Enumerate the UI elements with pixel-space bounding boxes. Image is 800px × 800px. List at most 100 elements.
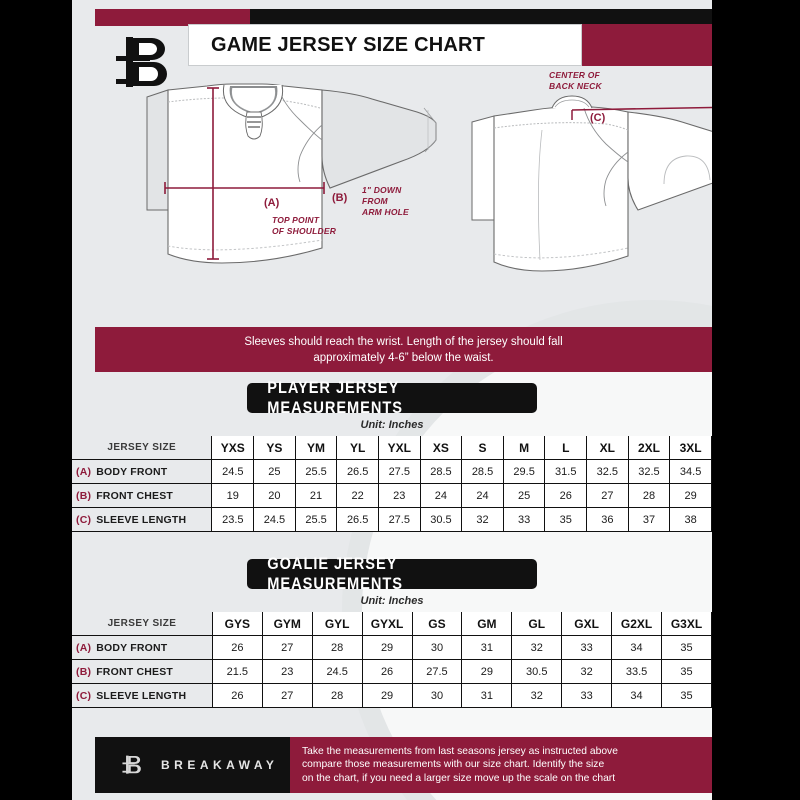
player-cell: 31.5 [544, 459, 588, 484]
goalie-size-col: G2XL [611, 612, 662, 636]
row-tag: (C) [76, 689, 92, 702]
player-cell: 34.5 [669, 459, 712, 484]
row-label-text: SLEEVE LENGTH [96, 513, 187, 526]
marker-b-note-line2: FROM [362, 196, 388, 206]
table-row: (A) BODY FRONT 24.5 25 25.5 26.5 27.5 28.… [72, 459, 712, 484]
player-cell: 28 [627, 483, 671, 508]
goalie-cell: 35 [661, 659, 712, 684]
player-cell: 25 [502, 483, 546, 508]
player-size-col: YXS [211, 436, 255, 460]
player-row-label: (A) BODY FRONT [72, 459, 213, 484]
footer-logo-box: BREAKAWAY [95, 737, 290, 793]
table-header-row: JERSEY SIZE YXS YS YM YL YXL XS S M L XL… [72, 436, 712, 460]
goalie-cell: 32 [561, 659, 613, 684]
footer-instructions-text: Take the measurements from last seasons … [302, 745, 618, 786]
goalie-measurements-table: JERSEY SIZE GYS GYM GYL GYXL GS GM GL GX… [72, 612, 712, 708]
table-row: (C) SLEEVE LENGTH 26 27 28 29 30 31 32 33… [72, 683, 712, 708]
footer-brand-wordmark: BREAKAWAY [161, 758, 279, 772]
player-cell: 24 [419, 483, 463, 508]
player-cell: 27.5 [377, 507, 421, 532]
goalie-cell: 27.5 [411, 659, 463, 684]
goalie-cell: 33 [561, 683, 613, 708]
goalie-cell: 34 [611, 683, 662, 708]
title-maroon-block [577, 24, 712, 66]
footer-line2: compare those measurements with our size… [302, 759, 605, 771]
player-cell: 20 [253, 483, 296, 508]
player-cell: 26.5 [336, 507, 379, 532]
goalie-cell: 21.5 [211, 659, 263, 684]
fit-note-line2: approximately 4-6” below the waist. [313, 351, 494, 364]
goalie-cell: 26 [361, 659, 413, 684]
row-label-text: BODY FRONT [96, 641, 168, 654]
player-cell: 32 [461, 507, 504, 532]
player-cell: 26.5 [336, 459, 379, 484]
player-cell: 38 [669, 507, 712, 532]
player-cell: 27.5 [377, 459, 421, 484]
goalie-cell: 27 [261, 635, 313, 660]
player-cell: 30.5 [419, 507, 463, 532]
goalie-cell: 27 [261, 683, 313, 708]
player-banner-label: PLAYER JERSEY MEASUREMENTS [267, 378, 403, 417]
player-size-col: XS [419, 436, 463, 460]
goalie-cell: 31 [461, 635, 513, 660]
table-row: (B) FRONT CHEST 21.5 23 24.5 26 27.5 29 3… [72, 659, 712, 684]
goalie-cell: 29 [461, 659, 513, 684]
goalie-row-label: (A) BODY FRONT [72, 635, 213, 660]
goalie-size-col: GYM [261, 612, 313, 636]
player-cell: 26 [544, 483, 588, 508]
goalie-cell: 29 [361, 635, 413, 660]
footer-instructions: Take the measurements from last seasons … [290, 737, 712, 793]
goalie-size-col: GYXL [361, 612, 413, 636]
back-neck-note-line2: BACK NECK [549, 81, 602, 91]
player-cell: 32.5 [586, 459, 629, 484]
goalie-cell: 26 [211, 635, 263, 660]
goalie-cell: 30.5 [511, 659, 563, 684]
marker-a-note-line2: OF SHOULDER [272, 226, 337, 236]
row-label-text: SLEEVE LENGTH [96, 689, 187, 702]
player-size-col: YL [336, 436, 379, 460]
footer: BREAKAWAY Take the measurements from las… [95, 737, 712, 793]
goalie-cell: 30 [411, 683, 463, 708]
goalie-unit-label: Unit: Inches [360, 595, 424, 607]
top-accent-maroon [95, 9, 250, 26]
goalie-size-col: G3XL [661, 612, 712, 636]
marker-c: (C) [590, 112, 606, 124]
breakaway-b-logo-icon [122, 755, 141, 774]
row-label-text: BODY FRONT [96, 465, 168, 478]
goalie-size-col: GYS [211, 612, 263, 636]
player-cell: 28.5 [419, 459, 463, 484]
player-size-label: JERSEY SIZE [72, 436, 213, 460]
player-row-label: (B) FRONT CHEST [72, 483, 213, 508]
jersey-illustrations-svg [146, 83, 712, 272]
player-size-col: S [461, 436, 504, 460]
goalie-cell: 32 [511, 635, 563, 660]
player-cell: 24 [461, 483, 504, 508]
footer-line3: on the chart, if you need a larger size … [302, 772, 616, 784]
player-measurements-table: JERSEY SIZE YXS YS YM YL YXL XS S M L XL… [72, 436, 712, 532]
goalie-cell: 32 [511, 683, 563, 708]
player-size-col: YS [253, 436, 296, 460]
table-header-row: JERSEY SIZE GYS GYM GYL GYXL GS GM GL GX… [72, 612, 712, 636]
jersey-back-view [471, 95, 712, 272]
player-cell: 21 [294, 483, 338, 508]
goalie-cell: 34 [611, 635, 662, 660]
player-section-banner: PLAYER JERSEY MEASUREMENTS [247, 378, 537, 417]
player-cell: 19 [211, 483, 255, 508]
goalie-section-banner: GOALIE JERSEY MEASUREMENTS [247, 554, 537, 593]
row-tag: (A) [76, 641, 92, 654]
player-cell: 27 [586, 483, 629, 508]
row-tag: (C) [76, 513, 92, 526]
size-chart-page: GAME JERSEY SIZE CHART [72, 0, 712, 800]
goalie-cell: 26 [211, 683, 263, 708]
player-size-col: M [502, 436, 546, 460]
goalie-cell: 33.5 [611, 659, 662, 684]
goalie-cell: 33 [561, 635, 613, 660]
player-cell: 23.5 [211, 507, 255, 532]
goalie-cell: 31 [461, 683, 513, 708]
player-cell: 25 [253, 459, 296, 484]
player-cell: 29.5 [502, 459, 546, 484]
footer-line1: Take the measurements from last seasons … [302, 745, 618, 757]
row-label-text: FRONT CHEST [96, 665, 174, 678]
player-size-col: YXL [377, 436, 421, 460]
player-unit-label: Unit: Inches [360, 419, 424, 431]
